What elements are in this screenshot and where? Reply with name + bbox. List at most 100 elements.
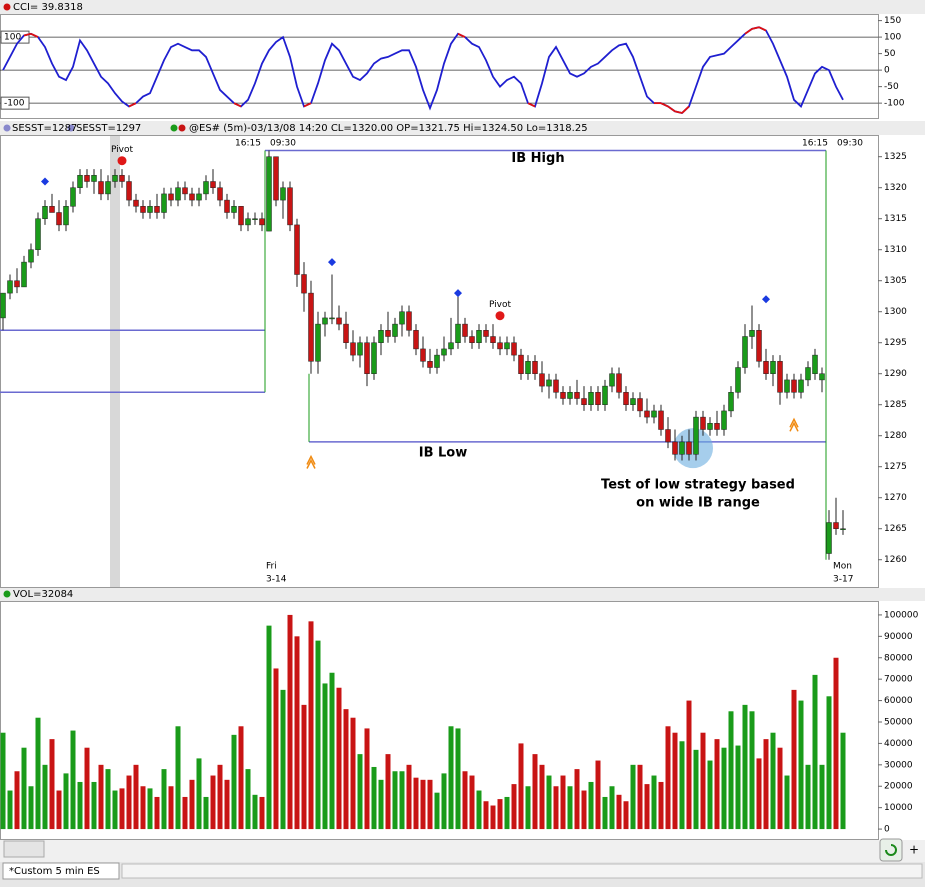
volume-bar — [280, 689, 286, 830]
candle-body — [756, 330, 762, 362]
volume-bar — [532, 754, 538, 830]
volume-bar — [609, 786, 615, 830]
y-tick-label: 1325 — [884, 152, 907, 162]
level-label-bg — [0, 96, 30, 110]
candle-body — [343, 323, 349, 343]
price-frame — [0, 135, 879, 588]
h-scrollbar[interactable] — [121, 863, 923, 879]
candle-body — [252, 218, 258, 220]
add-button[interactable]: + — [909, 843, 919, 857]
volume-bar — [427, 779, 433, 830]
candle-body — [224, 199, 230, 213]
volume-bar — [63, 773, 69, 830]
volume-bar — [238, 726, 244, 830]
level-label-bg — [0, 30, 30, 44]
candle-body — [336, 317, 342, 325]
y-tick-label: 80000 — [884, 653, 913, 663]
volume-bar — [721, 747, 727, 830]
cci-header — [0, 0, 925, 14]
candle-body — [707, 423, 713, 430]
y-tick-label: -100 — [884, 99, 905, 109]
candle-body — [56, 212, 62, 226]
candle-body — [469, 336, 475, 343]
candle-body — [217, 187, 223, 201]
volume-bar — [707, 760, 713, 830]
candle-body — [686, 441, 692, 455]
y-tick-label: 1315 — [884, 214, 907, 224]
volume-bar — [126, 775, 132, 830]
volume-bar — [700, 732, 706, 830]
indicator-label: SESST=1287 — [12, 123, 77, 134]
volume-bar — [287, 614, 293, 830]
volume-bar — [805, 764, 811, 830]
diamond-marker — [762, 295, 770, 304]
tab[interactable] — [2, 862, 120, 880]
candle-body — [427, 361, 433, 368]
volume-bar — [574, 769, 580, 830]
volume-bar — [112, 790, 118, 830]
candle-body — [791, 379, 797, 393]
session-label: 16:15 — [235, 139, 261, 149]
refresh-button[interactable] — [879, 838, 903, 862]
candle-body — [476, 330, 482, 343]
volume-bar — [770, 732, 776, 830]
candle-body — [518, 354, 524, 374]
volume-bar — [441, 773, 447, 830]
volume-bar — [154, 796, 160, 830]
volume-bar — [539, 764, 545, 830]
candle-body — [168, 193, 174, 201]
candle-body — [63, 206, 69, 226]
indicator-label: SESST=1297 — [76, 123, 141, 134]
y-tick-label: 1260 — [884, 555, 907, 565]
candle-body — [357, 342, 363, 356]
candle-body — [364, 342, 370, 374]
candle-body — [567, 392, 573, 399]
y-tick-label: 50000 — [884, 717, 913, 727]
cci-icon — [3, 3, 11, 11]
volume-bar — [525, 786, 531, 830]
volume-bar — [273, 668, 279, 830]
candle-body — [140, 206, 146, 213]
candle-body — [651, 410, 657, 418]
volume-bar — [224, 779, 230, 830]
volume-bar — [763, 739, 769, 830]
candle-body — [623, 392, 629, 405]
highlight-circle — [673, 428, 713, 469]
pivot-label: Pivot — [489, 300, 512, 310]
candle-body — [189, 193, 195, 201]
volume-bar — [462, 771, 468, 830]
candle-body — [630, 398, 636, 405]
volume-bar — [77, 781, 83, 830]
volume-header — [0, 588, 925, 601]
volume-bar — [336, 687, 342, 830]
candle-body — [658, 410, 664, 430]
volume-bar — [21, 747, 27, 830]
volume-bar — [826, 696, 832, 830]
volume-bar — [364, 728, 370, 830]
tab-label[interactable]: *Custom 5 min ES — [9, 866, 100, 877]
candle-body — [504, 342, 510, 350]
volume-bar — [497, 799, 503, 830]
scroll-thumb[interactable] — [3, 840, 45, 858]
y-tick-label: 60000 — [884, 696, 913, 706]
candle-body — [441, 348, 447, 356]
candle-body — [833, 522, 839, 529]
volume-bar — [392, 771, 398, 830]
arrow-marker — [789, 417, 799, 432]
volume-frame — [0, 601, 879, 840]
volume-bar — [623, 801, 629, 830]
candle-body — [777, 361, 783, 393]
volume-bar — [686, 700, 692, 830]
candle-body — [280, 187, 286, 201]
candle-body — [728, 392, 734, 412]
volume-bar — [28, 786, 34, 830]
candle-body — [672, 441, 678, 455]
candle-body — [462, 323, 468, 337]
volume-bar — [210, 775, 216, 830]
volume-bar — [651, 775, 657, 830]
candle-body — [700, 416, 706, 430]
cci-extreme — [457, 32, 466, 38]
volume-bar — [161, 769, 167, 830]
pivot-marker — [117, 156, 127, 166]
volume-bar — [735, 745, 741, 830]
